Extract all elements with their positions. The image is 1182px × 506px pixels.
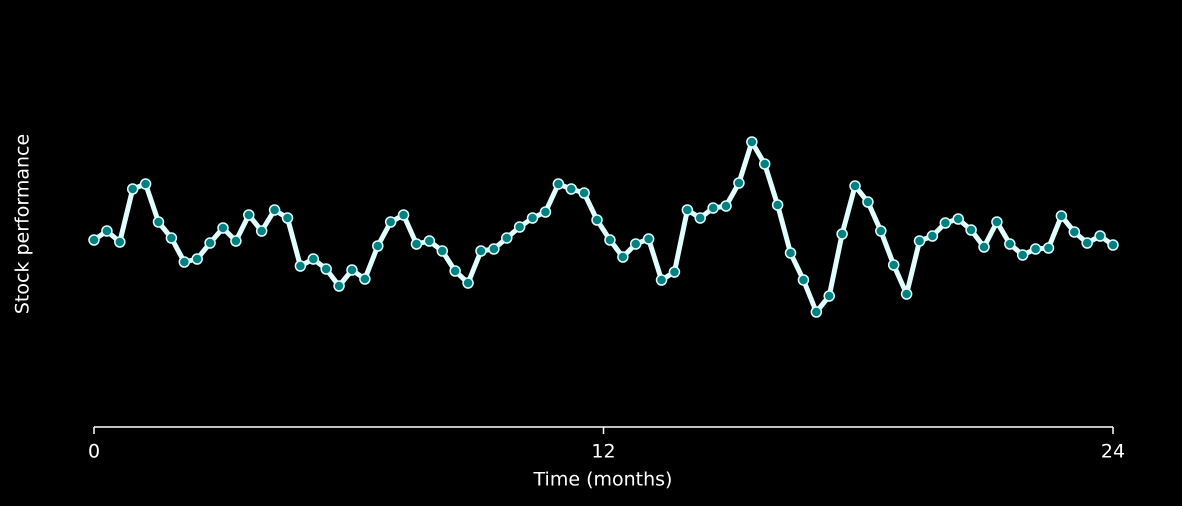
data-point — [629, 238, 642, 250]
data-point — [797, 274, 810, 286]
data-point — [655, 274, 668, 286]
data-point — [617, 251, 629, 263]
data-point — [1042, 242, 1055, 254]
data-point — [952, 213, 964, 225]
data-point — [178, 256, 191, 268]
data-point — [320, 263, 332, 275]
data-point — [526, 212, 539, 224]
data-point — [88, 234, 100, 246]
data-line — [91, 139, 1116, 315]
data-point — [1055, 210, 1068, 222]
data-point — [1094, 230, 1106, 242]
data-point — [913, 235, 926, 247]
data-point — [849, 180, 861, 192]
data-point — [965, 224, 977, 236]
data-point — [1029, 243, 1042, 255]
data-point — [281, 212, 294, 224]
data-point — [539, 206, 552, 218]
x-tick-label: 12 — [591, 441, 615, 463]
data-point — [191, 253, 203, 265]
data-point — [733, 177, 745, 189]
data-point — [513, 221, 526, 233]
data-point — [294, 260, 307, 272]
data-point — [746, 136, 758, 148]
data-point — [681, 204, 694, 216]
data-point — [359, 273, 371, 285]
data-point — [410, 238, 423, 250]
data-point — [449, 265, 461, 277]
data-point — [255, 225, 268, 237]
data-point — [565, 183, 578, 195]
x-tick-label: 0 — [88, 441, 100, 463]
data-point — [1016, 249, 1029, 261]
data-point — [862, 196, 874, 208]
data-point — [152, 216, 165, 228]
data-point — [139, 178, 152, 190]
data-point — [243, 209, 255, 221]
data-point — [758, 158, 771, 170]
data-point — [900, 288, 913, 300]
data-point — [372, 240, 384, 252]
data-point — [268, 204, 281, 216]
data-point — [991, 216, 1003, 228]
data-point — [604, 234, 616, 246]
data-point — [823, 290, 835, 302]
data-point — [1107, 239, 1119, 251]
data-point — [720, 200, 732, 212]
x-tick-label: 24 — [1101, 441, 1125, 463]
data-point — [939, 217, 952, 229]
data-point — [436, 245, 449, 257]
data-point — [384, 216, 397, 228]
data-point — [552, 178, 565, 190]
data-point — [346, 264, 358, 276]
data-point — [578, 187, 590, 199]
data-point — [501, 232, 513, 244]
data-point — [475, 245, 487, 257]
data-point — [875, 225, 887, 237]
data-point — [1081, 237, 1093, 249]
data-point — [978, 241, 990, 253]
data-point — [217, 222, 229, 234]
data-point — [1068, 226, 1081, 238]
data-point — [204, 237, 216, 249]
data-point — [230, 235, 242, 247]
data-point — [397, 209, 410, 221]
data-point — [307, 253, 320, 265]
data-point — [1004, 238, 1016, 250]
data-point — [423, 235, 436, 247]
data-point — [810, 306, 823, 318]
data-point — [114, 236, 126, 248]
data-point — [333, 280, 345, 292]
data-point — [771, 199, 784, 211]
data-point — [784, 247, 797, 259]
data-point — [126, 183, 139, 195]
data-point — [488, 243, 500, 255]
data-point — [165, 232, 178, 244]
data-point — [462, 277, 474, 289]
data-point — [642, 233, 655, 245]
data-point — [926, 230, 939, 242]
data-point — [101, 225, 113, 237]
data-point — [887, 259, 900, 271]
data-point — [707, 202, 719, 214]
data-point — [668, 266, 681, 278]
data-point — [591, 214, 603, 226]
x-axis-label: Time (months) — [533, 469, 673, 491]
y-axis-label: Stock performance — [12, 134, 34, 314]
data-point — [694, 212, 706, 224]
data-point — [836, 228, 848, 240]
